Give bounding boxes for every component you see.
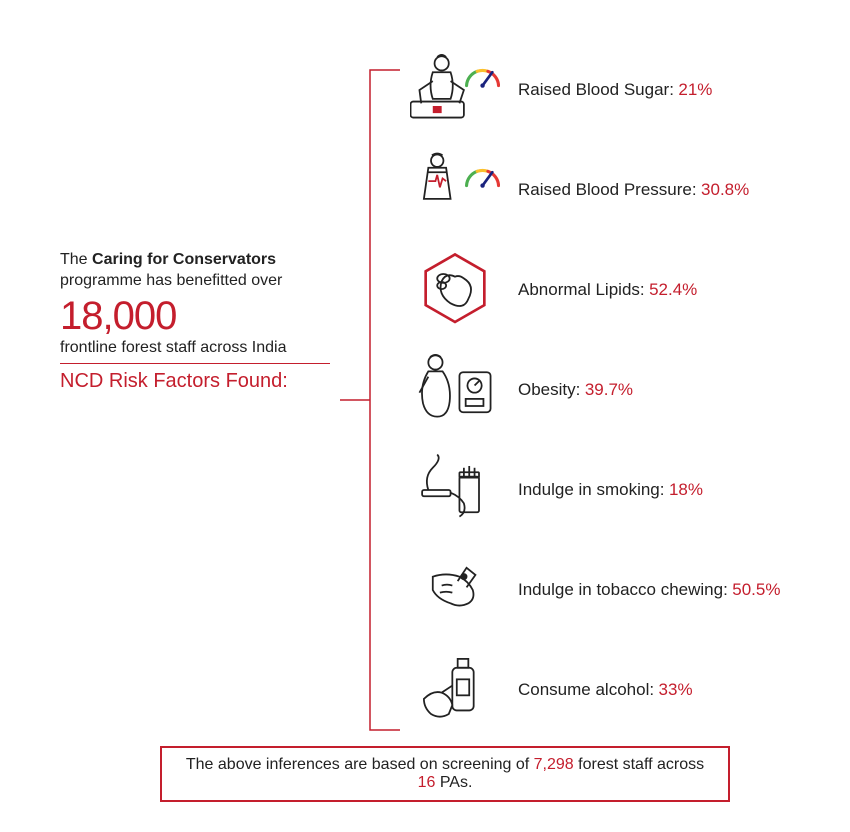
footer-suffix: PAs.	[435, 774, 472, 791]
risk-factor-item: Raised Blood Sugar: 21%	[410, 40, 830, 140]
risk-value: 52.4%	[649, 280, 697, 299]
smoking-icon	[410, 445, 500, 535]
intro-block: The Caring for Conservators programme ha…	[60, 250, 330, 393]
risk-factor-item: Raised Blood Pressure: 30.8%	[410, 140, 830, 240]
risk-text: Abnormal Lipids: 52.4%	[518, 280, 697, 300]
risk-label: Abnormal Lipids:	[518, 280, 645, 299]
program-name: Caring for Conservators	[92, 251, 276, 268]
footer-pa-count: 16	[418, 774, 436, 791]
risk-value: 18%	[669, 480, 703, 499]
lipids-icon	[410, 245, 500, 335]
divider	[60, 363, 330, 364]
risk-value: 30.8%	[701, 180, 749, 199]
obesity-icon	[410, 345, 500, 435]
risk-value: 50.5%	[732, 580, 780, 599]
risk-text: Obesity: 39.7%	[518, 380, 633, 400]
footer-staff-count: 7,298	[534, 756, 574, 773]
risk-value: 39.7%	[585, 380, 633, 399]
risk-factor-item: Indulge in smoking: 18%	[410, 440, 830, 540]
intro-subline: frontline forest staff across India	[60, 339, 330, 357]
risk-value: 21%	[678, 80, 712, 99]
risk-label: Indulge in smoking:	[518, 480, 664, 499]
footer-mid: forest staff across	[574, 756, 704, 773]
alcohol-icon	[410, 645, 500, 735]
risk-text: Indulge in tobacco chewing: 50.5%	[518, 580, 780, 600]
risk-label: Raised Blood Sugar:	[518, 80, 674, 99]
blood-sugar-icon	[410, 45, 500, 135]
footer-prefix: The above inferences are based on screen…	[186, 756, 534, 773]
risk-factor-item: Abnormal Lipids: 52.4%	[410, 240, 830, 340]
risk-label: Indulge in tobacco chewing:	[518, 580, 728, 599]
risk-label: Consume alcohol:	[518, 680, 654, 699]
intro-line2: programme has benefitted over	[60, 271, 330, 292]
ncd-title: NCD Risk Factors Found:	[60, 370, 330, 393]
footer-note: The above inferences are based on screen…	[160, 746, 730, 802]
intro-prefix: The	[60, 251, 92, 268]
risk-factor-item: Obesity: 39.7%	[410, 340, 830, 440]
risk-text: Consume alcohol: 33%	[518, 680, 693, 700]
risk-factor-list: Raised Blood Sugar: 21% Raised Blood Pre…	[410, 40, 830, 740]
risk-text: Indulge in smoking: 18%	[518, 480, 703, 500]
risk-factor-item: Indulge in tobacco chewing: 50.5%	[410, 540, 830, 640]
infographic-container: The Caring for Conservators programme ha…	[0, 0, 850, 832]
tobacco-icon	[410, 545, 500, 635]
risk-text: Raised Blood Pressure: 30.8%	[518, 180, 749, 200]
risk-factor-item: Consume alcohol: 33%	[410, 640, 830, 740]
intro-line1: The Caring for Conservators	[60, 250, 330, 271]
bracket-connector-icon	[340, 50, 400, 750]
benefit-number: 18,000	[60, 294, 330, 339]
risk-text: Raised Blood Sugar: 21%	[518, 80, 712, 100]
risk-label: Obesity:	[518, 380, 580, 399]
risk-label: Raised Blood Pressure:	[518, 180, 697, 199]
risk-value: 33%	[659, 680, 693, 699]
blood-pressure-icon	[410, 145, 500, 235]
